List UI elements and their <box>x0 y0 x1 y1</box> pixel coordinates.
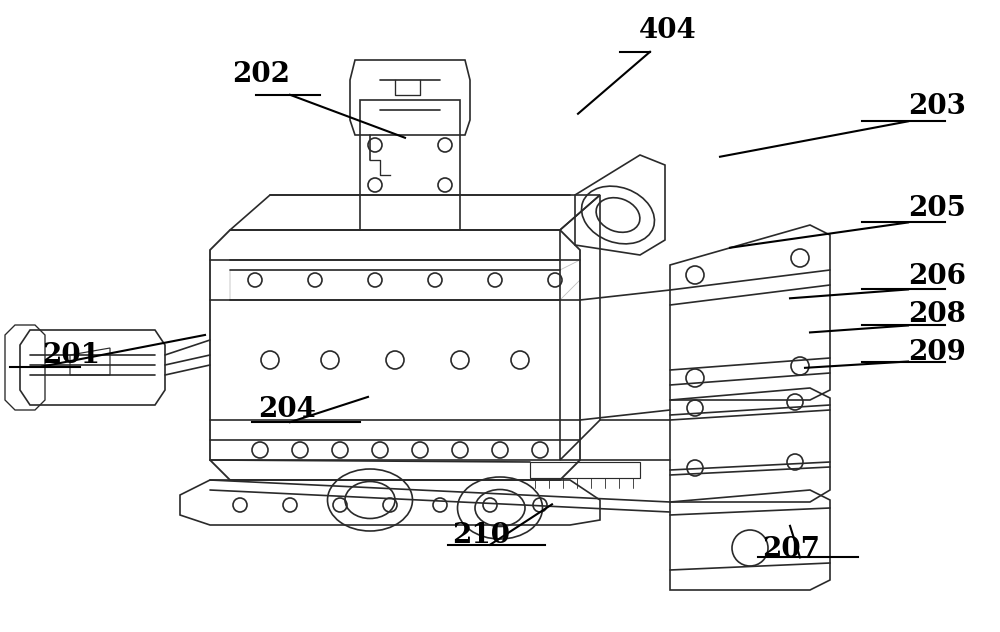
Text: 207: 207 <box>762 537 820 563</box>
Text: 210: 210 <box>452 523 510 549</box>
Text: 201: 201 <box>42 342 100 368</box>
Text: 404: 404 <box>639 17 697 44</box>
Text: 208: 208 <box>908 301 966 328</box>
Text: 204: 204 <box>258 396 316 423</box>
Text: 205: 205 <box>908 195 966 222</box>
Text: 202: 202 <box>232 61 290 88</box>
Text: 209: 209 <box>908 339 966 366</box>
Text: 203: 203 <box>908 93 966 119</box>
Text: 206: 206 <box>908 264 966 290</box>
